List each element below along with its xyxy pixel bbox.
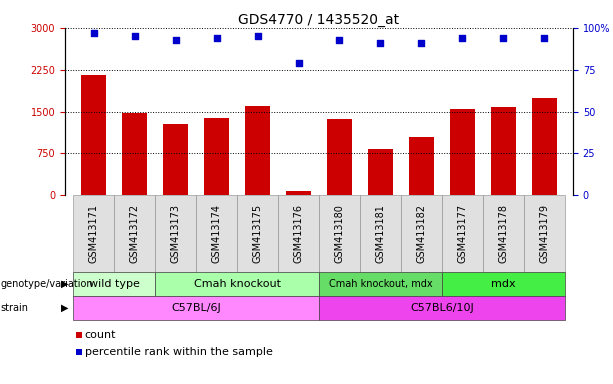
Bar [286, 190, 311, 195]
Bar [73, 195, 114, 272]
Text: GSM413182: GSM413182 [416, 204, 427, 263]
Text: GSM413173: GSM413173 [170, 204, 181, 263]
Bar [532, 98, 557, 195]
Point [539, 35, 549, 41]
Text: count: count [85, 330, 116, 340]
Bar [442, 272, 565, 296]
Bar [163, 124, 188, 195]
Bar [245, 106, 270, 195]
Text: ▶: ▶ [61, 303, 68, 313]
Text: Cmah knockout: Cmah knockout [194, 279, 281, 289]
Bar [76, 331, 82, 338]
Text: GSM413177: GSM413177 [457, 204, 467, 263]
Bar [237, 195, 278, 272]
Bar [155, 195, 196, 272]
Point [498, 35, 508, 41]
Text: wild type: wild type [89, 279, 140, 289]
Bar [401, 195, 442, 272]
Point [416, 40, 426, 46]
Bar [73, 296, 319, 320]
Text: GSM413181: GSM413181 [375, 204, 386, 263]
Text: GSM413175: GSM413175 [253, 204, 262, 263]
Text: GSM413180: GSM413180 [335, 204, 345, 263]
Point [211, 35, 221, 41]
Text: percentile rank within the sample: percentile rank within the sample [85, 347, 273, 357]
Point [294, 60, 303, 66]
Text: GSM413172: GSM413172 [129, 204, 140, 263]
Text: GSM413171: GSM413171 [89, 204, 99, 263]
Bar [319, 296, 565, 320]
Text: ▶: ▶ [61, 279, 68, 289]
Bar [360, 195, 401, 272]
Bar [82, 75, 106, 195]
Bar [76, 349, 82, 356]
Bar [155, 272, 319, 296]
Bar [409, 137, 434, 195]
Text: C57BL6/10J: C57BL6/10J [410, 303, 474, 313]
Bar [368, 149, 393, 195]
Point [130, 33, 140, 40]
Bar [483, 195, 524, 272]
Point [457, 35, 467, 41]
Point [89, 30, 99, 36]
Text: GSM413176: GSM413176 [294, 204, 303, 263]
Text: GSM413179: GSM413179 [539, 204, 549, 263]
Text: strain: strain [1, 303, 29, 313]
Bar [327, 119, 352, 195]
Text: GSM413178: GSM413178 [498, 204, 508, 263]
Text: genotype/variation: genotype/variation [1, 279, 93, 289]
Bar [278, 195, 319, 272]
Point [170, 36, 180, 43]
Bar [114, 195, 155, 272]
Bar [196, 195, 237, 272]
Text: C57BL/6J: C57BL/6J [171, 303, 221, 313]
Bar [491, 107, 516, 195]
Bar [73, 272, 155, 296]
Bar [524, 195, 565, 272]
Text: GSM413174: GSM413174 [211, 204, 221, 263]
Bar [319, 272, 442, 296]
Point [253, 33, 262, 40]
Point [376, 40, 386, 46]
Text: Cmah knockout, mdx: Cmah knockout, mdx [329, 279, 432, 289]
Bar [204, 118, 229, 195]
Bar [123, 113, 147, 195]
Title: GDS4770 / 1435520_at: GDS4770 / 1435520_at [238, 13, 400, 27]
Bar [319, 195, 360, 272]
Point [335, 36, 345, 43]
Bar [450, 109, 474, 195]
Text: mdx: mdx [491, 279, 516, 289]
Bar [442, 195, 483, 272]
